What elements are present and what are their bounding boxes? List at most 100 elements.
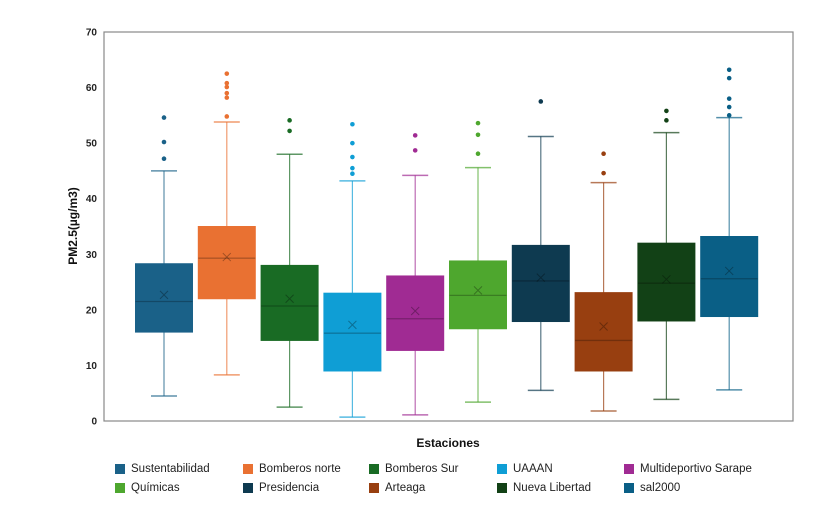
outlier-point bbox=[601, 170, 606, 176]
iqr-box bbox=[260, 264, 319, 341]
boxes bbox=[135, 67, 759, 418]
outlier-point bbox=[224, 114, 230, 119]
outlier-point bbox=[475, 151, 481, 157]
legend-swatch bbox=[115, 464, 125, 474]
legend-item: Multideportivo Sarape bbox=[624, 463, 784, 475]
outlier-point bbox=[664, 108, 669, 114]
outlier-point bbox=[287, 118, 292, 123]
outlier-point bbox=[161, 139, 167, 145]
outlier-point bbox=[224, 80, 230, 86]
iqr-box bbox=[637, 242, 696, 322]
outlier-point bbox=[412, 148, 418, 153]
outlier-point bbox=[350, 165, 355, 171]
legend-label: Bomberos norte bbox=[259, 463, 341, 475]
y-axis-ticks: 0 10 20 30 40 50 60 70 bbox=[86, 28, 98, 428]
outlier-point bbox=[726, 113, 732, 118]
y-tick-label: 30 bbox=[86, 250, 98, 261]
x-axis-title: Estaciones bbox=[416, 436, 480, 450]
mean-marker bbox=[410, 306, 420, 316]
outlier-point bbox=[475, 120, 481, 126]
iqr-box bbox=[323, 292, 382, 372]
outlier-point bbox=[224, 71, 230, 76]
legend-item: UAAAN bbox=[497, 463, 624, 475]
legend-item: Químicas bbox=[115, 482, 243, 494]
y-tick-label: 70 bbox=[86, 28, 98, 39]
legend-swatch bbox=[243, 464, 253, 474]
outlier-point bbox=[224, 84, 230, 90]
iqr-box bbox=[700, 236, 759, 318]
legend-label: Multideportivo Sarape bbox=[640, 463, 752, 475]
legend-swatch bbox=[497, 483, 507, 493]
y-tick-label: 0 bbox=[91, 417, 97, 428]
box-bomberos-norte bbox=[197, 71, 256, 376]
box-químicas bbox=[449, 120, 507, 403]
legend-item: Bomberos Sur bbox=[369, 463, 497, 475]
legend-swatch bbox=[115, 483, 125, 493]
legend-swatch bbox=[497, 464, 507, 474]
outlier-point bbox=[224, 90, 230, 96]
mean-marker bbox=[159, 290, 169, 300]
outlier-point bbox=[224, 95, 230, 100]
legend-swatch bbox=[243, 483, 253, 493]
y-tick-label: 50 bbox=[86, 139, 98, 150]
outlier-point bbox=[350, 171, 355, 177]
outlier-point bbox=[726, 67, 732, 73]
iqr-box bbox=[574, 292, 633, 372]
outlier-point bbox=[350, 154, 355, 160]
mean-marker bbox=[662, 274, 671, 284]
y-tick-label: 10 bbox=[86, 361, 98, 372]
box-uaaan bbox=[323, 121, 382, 418]
legend-label: UAAAN bbox=[513, 463, 553, 475]
legend-item: sal2000 bbox=[624, 482, 784, 494]
y-axis-title: PM2.5(µg/m3) bbox=[66, 187, 80, 265]
mean-marker bbox=[473, 286, 483, 295]
outlier-point bbox=[601, 151, 606, 157]
legend-item: Sustentabilidad bbox=[115, 463, 243, 475]
box-sustentabilidad bbox=[135, 115, 193, 397]
box-arteaga bbox=[574, 151, 633, 412]
plot-area bbox=[103, 31, 794, 422]
y-tick-label: 40 bbox=[86, 194, 98, 205]
box-nueva-libertad bbox=[637, 108, 696, 401]
y-tick-label: 20 bbox=[86, 305, 98, 316]
outlier-point bbox=[161, 156, 167, 162]
outlier-point bbox=[161, 115, 167, 120]
legend-swatch bbox=[624, 483, 634, 493]
iqr-box bbox=[135, 263, 193, 333]
outlier-point bbox=[287, 128, 292, 134]
legend: Sustentabilidad Bomberos norte Bomberos Su… bbox=[115, 463, 795, 494]
legend-swatch bbox=[624, 464, 634, 474]
outlier-point bbox=[726, 75, 732, 81]
outlier-point bbox=[664, 118, 669, 123]
legend-label: Nueva Libertad bbox=[513, 482, 591, 494]
legend-item: Bomberos norte bbox=[243, 463, 369, 475]
iqr-box bbox=[449, 260, 507, 330]
legend-label: Bomberos Sur bbox=[385, 463, 459, 475]
outlier-point bbox=[726, 104, 732, 110]
y-tick-label: 60 bbox=[86, 83, 98, 94]
outlier-point bbox=[538, 99, 544, 104]
legend-swatch bbox=[369, 464, 379, 474]
mean-marker bbox=[536, 273, 546, 282]
box-bomberos-sur bbox=[260, 118, 319, 408]
legend-label: Presidencia bbox=[259, 482, 320, 494]
legend-item: Arteaga bbox=[369, 482, 497, 494]
legend-item: Presidencia bbox=[243, 482, 369, 494]
mean-marker bbox=[724, 266, 734, 276]
outlier-point bbox=[475, 132, 481, 138]
outlier-point bbox=[350, 121, 355, 127]
legend-label: Arteaga bbox=[385, 482, 426, 494]
legend-label: Sustentabilidad bbox=[131, 463, 210, 475]
mean-marker bbox=[285, 294, 294, 304]
legend-label: sal2000 bbox=[640, 482, 681, 494]
legend-item: Nueva Libertad bbox=[497, 482, 624, 494]
legend-label: Químicas bbox=[131, 482, 180, 494]
outlier-point bbox=[726, 96, 732, 101]
iqr-box bbox=[386, 275, 445, 351]
box-sal2000 bbox=[700, 67, 759, 391]
iqr-box bbox=[511, 244, 570, 323]
outlier-point bbox=[350, 140, 355, 146]
box-multideportivo-sarape bbox=[386, 133, 445, 416]
mean-marker bbox=[599, 322, 608, 331]
